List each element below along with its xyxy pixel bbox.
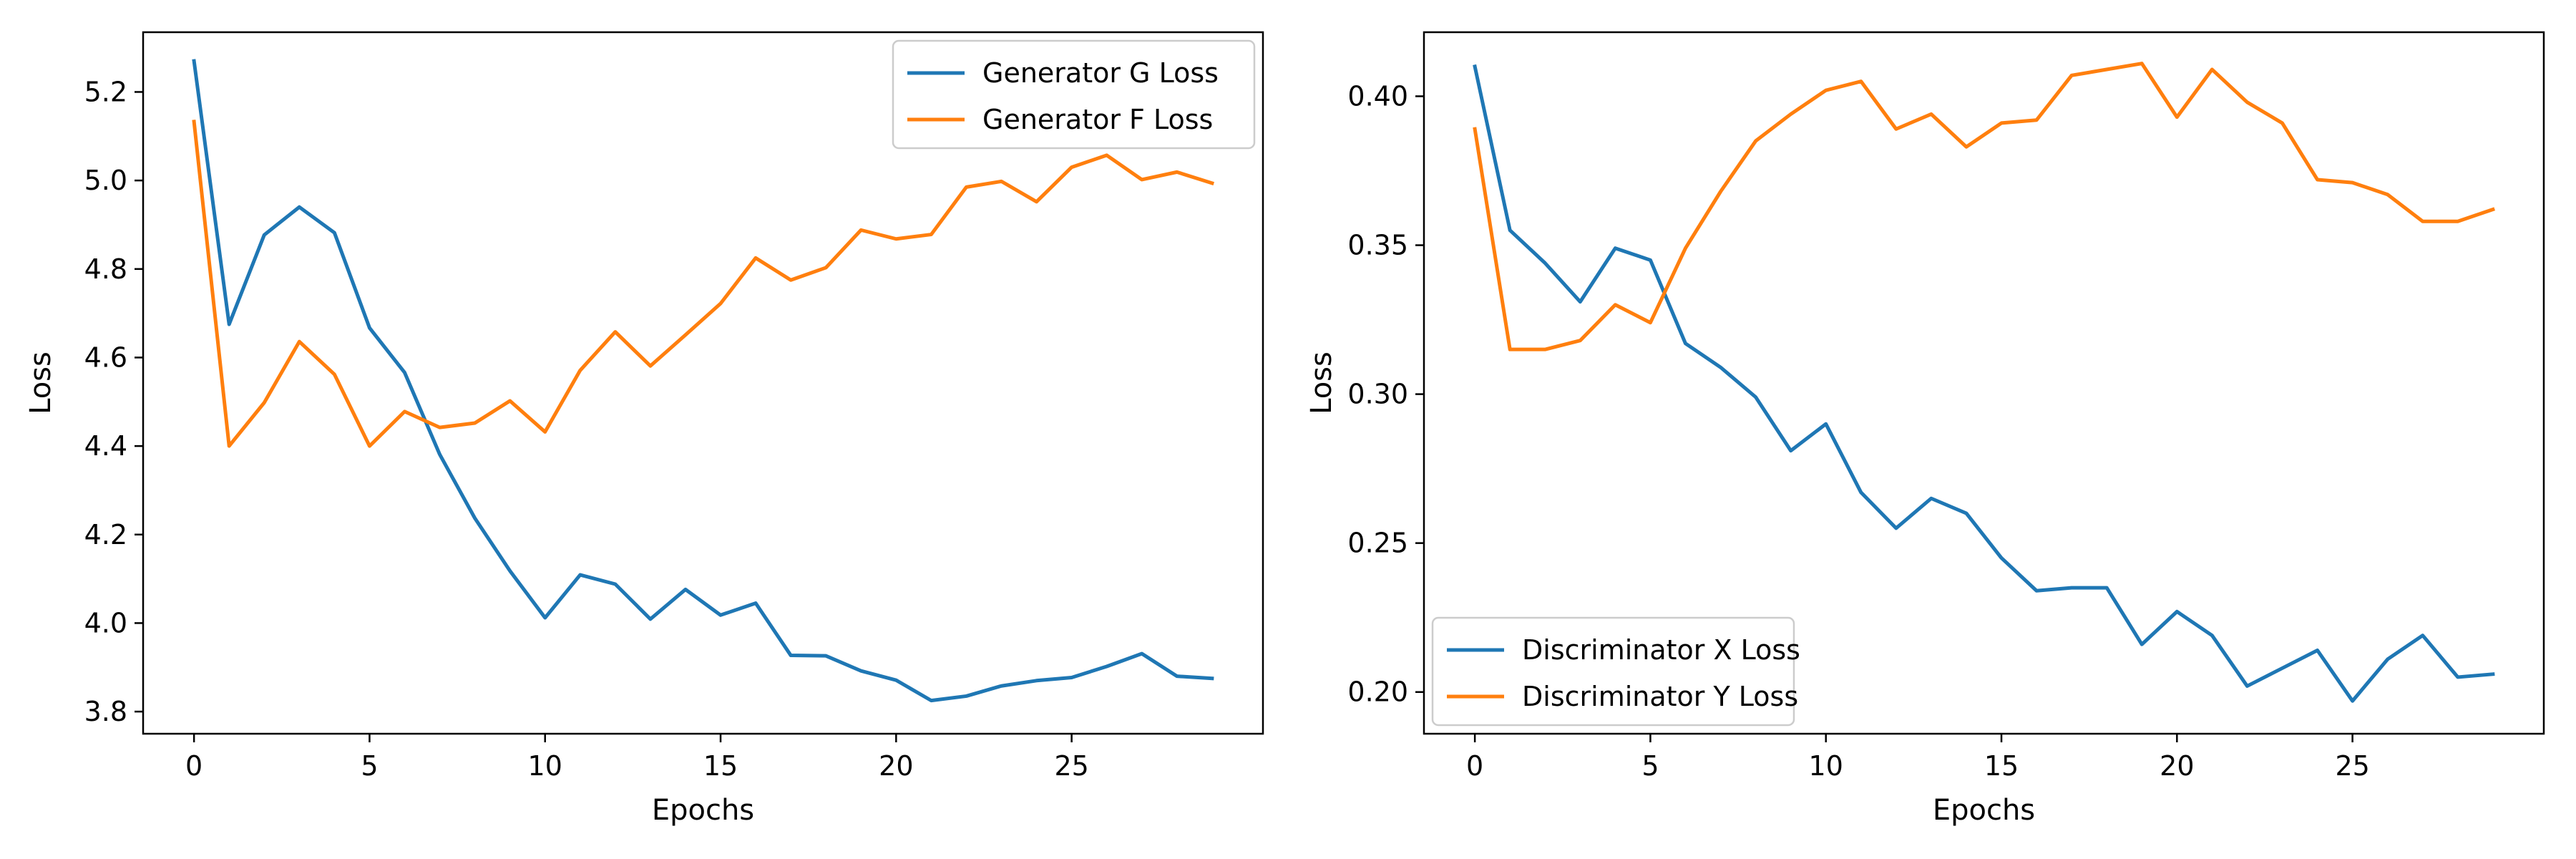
gen-series-line-1	[192, 120, 1214, 448]
gen-x-tick-label-4: 20	[879, 750, 913, 782]
disc-series-line-0	[1473, 64, 2495, 703]
disc-y-axis-label: Loss	[1305, 351, 1338, 414]
gen-x-tick-label-5: 25	[1054, 750, 1088, 782]
gen-legend-label-1: Generator F Loss	[982, 104, 1213, 135]
gen-y-tick-label-7: 5.2	[84, 76, 127, 107]
disc-y-tick-label-3: 0.35	[1347, 230, 1408, 261]
gen-x-tick-label-2: 10	[528, 750, 562, 782]
gen-legend: Generator G Loss Generator F Loss	[892, 39, 1256, 150]
gen-legend-label-0: Generator G Loss	[982, 57, 1219, 89]
disc-y-tick-label-4: 0.40	[1347, 80, 1408, 112]
disc-legend-label-1: Discriminator Y Loss	[1522, 681, 1798, 712]
gen-y-tick-label-4: 4.6	[84, 341, 127, 373]
gen-y-tick-label-5: 4.8	[84, 253, 127, 285]
gen-series-line-0	[192, 59, 1214, 703]
disc-series-line-1	[1473, 62, 2496, 351]
gen-x-axis-label: Epochs	[652, 794, 754, 827]
disc-x-tick-label-3: 15	[1984, 750, 2019, 782]
gen-y-axis-label: Loss	[24, 351, 57, 414]
gen-plot-frame	[142, 31, 1264, 735]
disc-y-tick-label-0: 0.20	[1347, 676, 1408, 708]
disc-y-tick-label-2: 0.30	[1347, 379, 1408, 410]
gen-y-tick-label-1: 4.0	[84, 607, 127, 639]
disc-x-tick-label-1: 5	[1641, 750, 1659, 782]
gen-y-tick-label-6: 5.0	[84, 165, 127, 196]
gen-y-tick-label-2: 4.2	[84, 519, 127, 550]
gen-x-tick-label-3: 15	[703, 750, 738, 782]
gen-y-tick-label-3: 4.4	[84, 430, 127, 462]
disc-x-tick-label-4: 20	[2160, 750, 2194, 782]
disc-chart: 0 5 10 15 20 25 0.20 0.25 0.30 0.35 0.40 Epochs Loss…	[1305, 31, 2545, 827]
gen-x-tick-label-1: 5	[361, 750, 378, 782]
disc-legend: Discriminator X Loss Discriminator Y Loss	[1431, 616, 1800, 727]
gen-legend-box	[892, 39, 1256, 150]
gen-chart: 0 5 10 15 20 25 3.8 4.0 4.2 4.4 4.6 4.8 5.0 5.2 Epochs…	[24, 31, 1264, 827]
disc-y-tick-label-1: 0.25	[1347, 528, 1408, 559]
disc-x-axis-label: Epochs	[1933, 794, 2035, 827]
disc-x-tick-label-2: 10	[1809, 750, 1843, 782]
disc-plot-frame	[1423, 31, 2545, 735]
disc-legend-label-0: Discriminator X Loss	[1522, 634, 1800, 666]
gen-y-tick-label-0: 3.8	[84, 696, 127, 727]
gen-x-tick-label-0: 0	[185, 750, 203, 782]
disc-x-tick-label-5: 25	[2335, 750, 2369, 782]
disc-x-tick-label-0: 0	[1466, 750, 1483, 782]
disc-legend-box	[1431, 616, 1795, 727]
